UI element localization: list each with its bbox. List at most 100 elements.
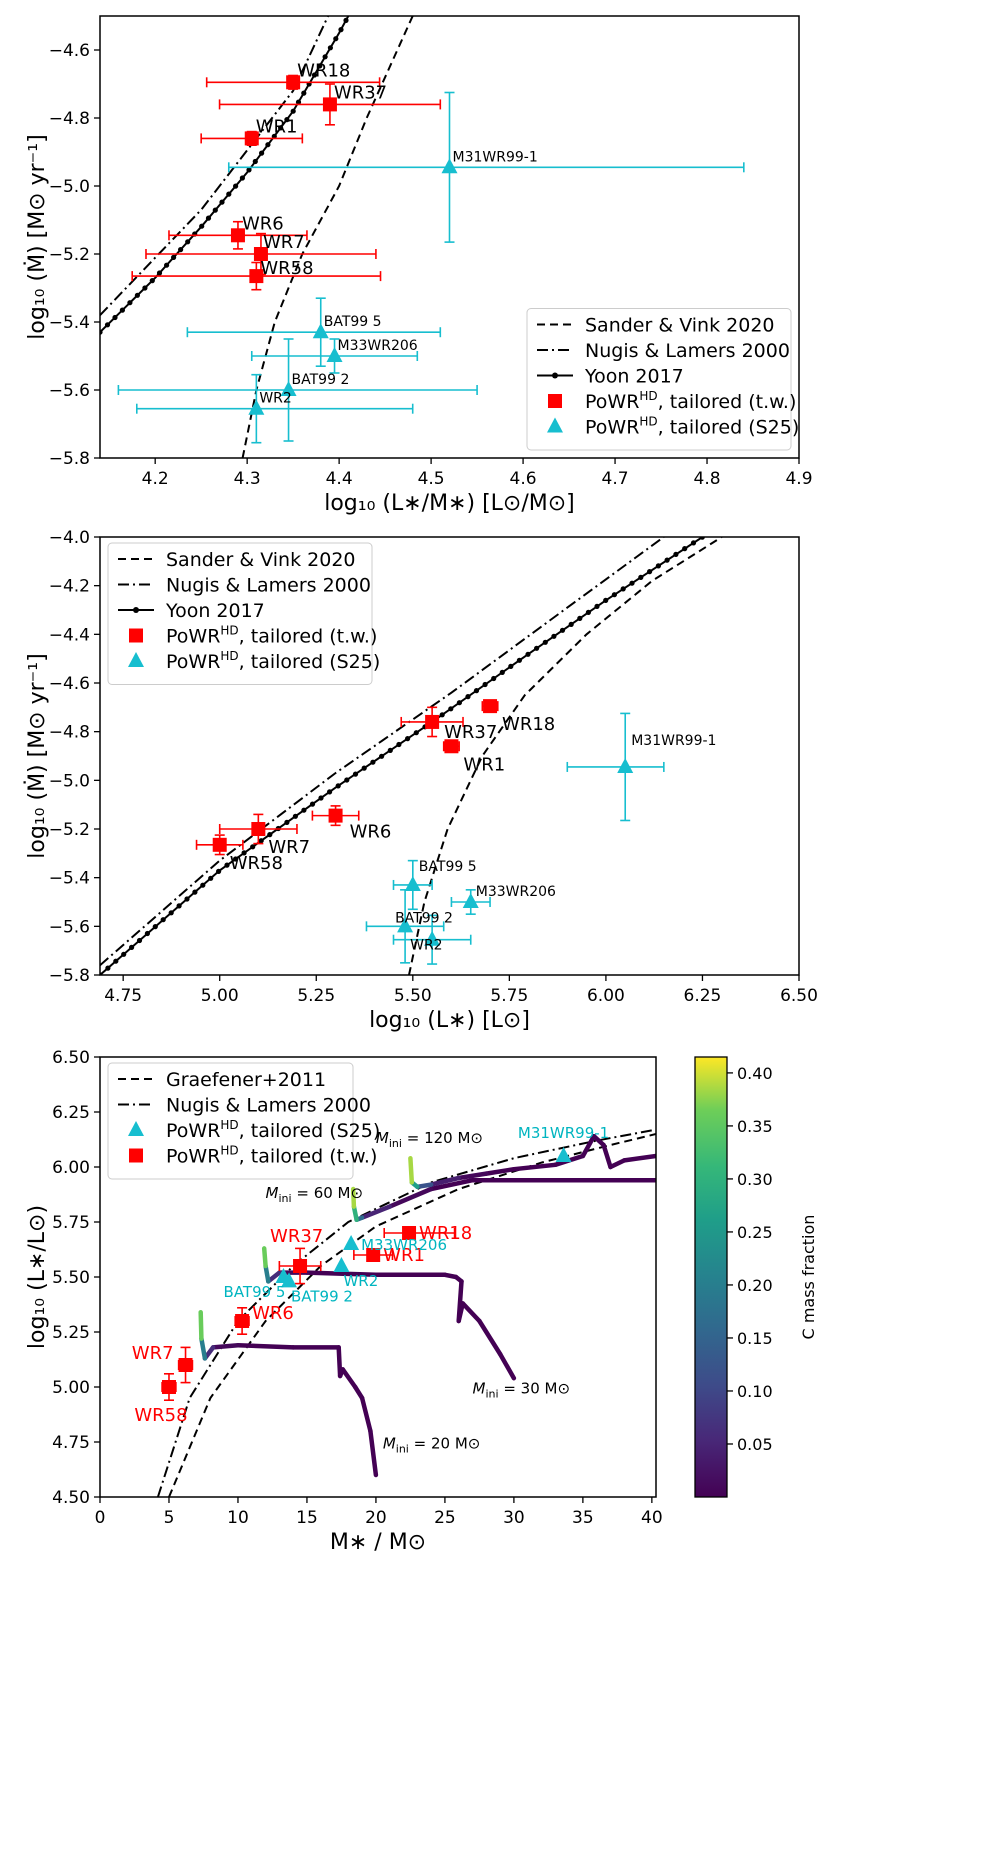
y-tick-label: −4.0 [49, 528, 90, 548]
point-label: WR7 [268, 837, 310, 858]
yoon-dot [164, 262, 170, 268]
evolution-track-segment [477, 1318, 503, 1357]
data-point-m33wr206 [326, 347, 343, 362]
y-tick-label: −4.8 [49, 723, 90, 743]
point-label: BAT99 5 [324, 314, 382, 330]
point-label: WR6 [242, 213, 284, 234]
yoon-dot [647, 569, 653, 575]
yoon-dot [603, 597, 609, 604]
x-tick-label: 4.5 [418, 469, 445, 489]
data-point-m31wr99-1 [617, 757, 634, 773]
yoon-dot [212, 207, 218, 213]
yoon-dot [239, 175, 245, 181]
point-label: WR2 [410, 938, 442, 954]
yoon-dot [322, 54, 328, 60]
y-tick-label: −4.6 [49, 674, 90, 694]
yoon-dot [396, 741, 402, 748]
point-label: BAT99 2 [395, 910, 453, 926]
yoon-dot [250, 844, 256, 850]
point-label: WR6 [350, 822, 392, 843]
x-tick-label: 40 [641, 1508, 663, 1528]
data-point-wr37 [425, 714, 440, 729]
x-tick-label: 0 [95, 1508, 106, 1528]
y-tick-label: 6.50 [52, 1048, 90, 1068]
yoon-dot [226, 191, 232, 197]
legend-swatch-triangle [128, 1121, 144, 1136]
yoon-dot [387, 747, 393, 754]
data-point-wr18 [483, 699, 498, 714]
evolution-track-segment [368, 1428, 379, 1478]
x-tick-label: 25 [434, 1508, 456, 1528]
yoon-dot [156, 270, 163, 276]
data-point-wr2 [248, 399, 265, 415]
evolution-track-segment [359, 1395, 373, 1434]
y-tick-label: −5.8 [49, 449, 90, 469]
point-label: M31WR99-1 [518, 1124, 609, 1142]
x-tick-label: 4.9 [785, 469, 812, 489]
plot-area [100, 16, 745, 458]
evolution-track-segment [198, 1309, 204, 1341]
point-label: WR18 [502, 714, 555, 735]
point-label: WR2 [343, 1272, 378, 1290]
yoon-dot [292, 813, 298, 819]
y-tick-label: −5.4 [49, 313, 90, 333]
point-label: WR18 [297, 60, 350, 81]
point-label: WR7 [132, 1343, 174, 1364]
point-label: BAT99 2 [291, 1287, 353, 1305]
yoon-dot [205, 215, 212, 221]
data-point-m31wr99-1 [555, 1147, 572, 1162]
yoon-dot [629, 580, 635, 586]
yoon-dot [338, 27, 344, 33]
yoon-dot [664, 557, 670, 563]
legend-label: Sander & Vink 2020 [585, 315, 775, 337]
x-tick-label: 6.50 [780, 986, 818, 1006]
colorbar-label: C mass fraction [799, 1215, 818, 1340]
colorbar-tick-label: 0.10 [737, 1382, 773, 1401]
x-tick-label: 5.75 [490, 986, 528, 1006]
axes-frame [99, 15, 800, 459]
yoon-dot [343, 17, 349, 23]
y-tick-label: 5.50 [52, 1268, 90, 1288]
legend: Sander & Vink 2020 Nugis & Lamers 2000 Yoo… [526, 308, 799, 451]
yoon-dot [335, 783, 341, 789]
model-line-nugis-lamers-2000 [100, 16, 330, 316]
yoon-dot [499, 669, 505, 676]
yoon-dot [216, 868, 222, 875]
yoon-dot [142, 285, 148, 291]
legend-label: PoWRHD, tailored (t.w.) [166, 1144, 377, 1168]
data-point-bat99-5 [312, 323, 329, 339]
colorbar-tick-label: 0.05 [737, 1435, 773, 1454]
yoon-dot [178, 247, 184, 253]
x-tick-label: 4.3 [234, 469, 261, 489]
yoon-dot [160, 917, 166, 923]
yoon-dot [413, 730, 419, 736]
x-tick-label: 4.4 [326, 469, 353, 489]
evolution-track-segment [415, 1182, 434, 1190]
legend-label: Nugis & Lamers 2000 [166, 1095, 371, 1117]
x-axis-label: log₁₀ (L∗/M∗) [L⊙/M⊙] [324, 491, 575, 516]
yoon-dot [318, 795, 324, 801]
yoon-dot [129, 944, 135, 951]
data-point-wr1 [366, 1248, 381, 1262]
point-label: WR58 [134, 1405, 187, 1426]
evolution-track-segment [359, 1204, 392, 1220]
data-point-bat99-2 [280, 381, 297, 396]
yoon-dot [465, 694, 471, 700]
y-tick-label: 5.00 [52, 1378, 90, 1398]
x-tick-label: 4.6 [510, 469, 537, 489]
legend: Sander & Vink 2020 Nugis & Lamers 2000 Yoo… [107, 542, 380, 685]
yoon-dot [439, 712, 445, 718]
legend-swatch-dot [133, 607, 139, 613]
legend-label: Graefener+2011 [166, 1069, 326, 1091]
data-point-m33wr206 [462, 893, 479, 908]
track-label: Mini = 20 M⊙ [383, 1435, 481, 1456]
point-label: M33WR206 [476, 884, 556, 900]
plot-area [156, 1128, 656, 1497]
data-point-wr7 [251, 822, 266, 836]
yoon-dot [134, 292, 140, 298]
legend-label: PoWRHD, tailored (S25) [585, 415, 799, 439]
evolution-track-segment [497, 1351, 517, 1381]
yoon-dot [127, 300, 133, 306]
